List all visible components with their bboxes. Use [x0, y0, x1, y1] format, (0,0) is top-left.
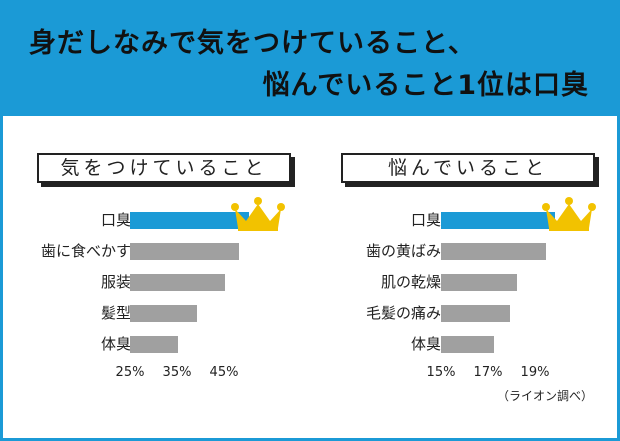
source-note: （ライオン調べ） — [496, 389, 593, 403]
header-banner: 身だしなみで気をつけていること、 悩んでいること1位は口臭 — [3, 3, 617, 116]
headline-line-2: 悩んでいること1位は口臭 — [262, 70, 589, 101]
x-tick-label: 19% — [520, 365, 550, 380]
bar — [441, 336, 494, 353]
bar — [441, 305, 511, 322]
headline-line-1: 身だしなみで気をつけていること、 — [29, 28, 476, 59]
category-label: 毛髪の痛み — [365, 304, 441, 322]
bar — [130, 243, 240, 260]
category-label: 肌の乾燥 — [380, 273, 441, 291]
category-label: 服装 — [100, 273, 131, 291]
category-label: 口臭 — [100, 211, 131, 229]
category-label: 体臭 — [100, 335, 131, 353]
category-label: 髪型 — [100, 304, 131, 322]
category-label: 歯に食べかす — [40, 242, 131, 260]
category-label: 歯の黄ばみ — [365, 242, 441, 260]
bar — [130, 274, 226, 291]
bar — [130, 305, 197, 322]
x-tick-label: 15% — [426, 365, 456, 380]
bar — [441, 243, 546, 260]
x-tick-label: 17% — [473, 365, 503, 380]
category-label: 口臭 — [410, 211, 441, 229]
x-tick-label: 35% — [162, 365, 192, 380]
bar — [441, 212, 555, 229]
right-chart-title: 悩んでいること — [341, 153, 595, 183]
crown-icon — [542, 197, 596, 231]
crown-icon — [231, 197, 285, 231]
left-chart-title: 気をつけていること — [37, 153, 291, 183]
category-label: 体臭 — [410, 335, 441, 353]
bar — [441, 274, 518, 291]
x-tick-label: 45% — [209, 365, 239, 380]
bar — [130, 336, 179, 353]
x-tick-label: 25% — [115, 365, 145, 380]
bar — [130, 212, 249, 229]
